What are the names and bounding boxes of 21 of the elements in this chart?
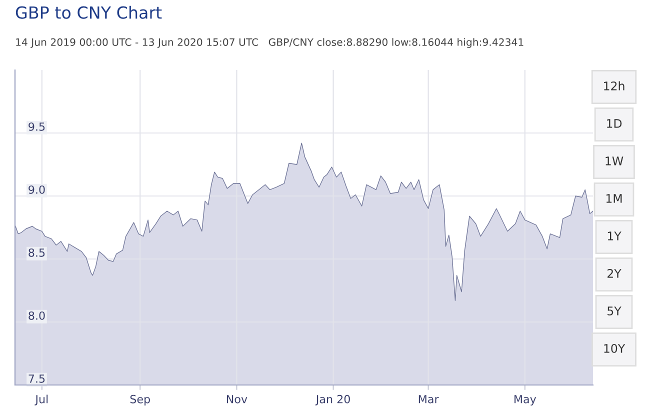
text: 1W	[606, 156, 624, 166]
x-tick-label: Jan 20	[315, 394, 350, 406]
text: 10Y	[604, 344, 626, 353]
text: 1D	[606, 119, 622, 128]
text: 1M	[606, 194, 622, 203]
y-tick-label: 9.0	[28, 185, 45, 194]
y-tick-label: 9.5	[28, 122, 45, 131]
y-tick-label: 8.0	[28, 311, 45, 320]
text: 1Y	[608, 232, 622, 240]
text: 2Y	[608, 268, 622, 278]
y-tick-label: 7.5	[28, 374, 45, 383]
text: 12h	[604, 81, 624, 90]
chart-title: GBP to CNY Chart	[16, 6, 162, 19]
x-tick-label: Sep	[130, 394, 150, 406]
text: 5Y	[608, 306, 622, 316]
x-tick-label: Mar	[418, 395, 439, 404]
y-tick-label: 8.5	[28, 248, 45, 257]
chart-subtitle: 14 Jun 2019 00:00 UTC - 13 Jun 2020 15:07 UTC GBP/CNY close:8.88290 low:8.16044 high:9.42341	[16, 38, 524, 48]
x-tick-label: Nov	[226, 395, 248, 404]
x-tick-label: Jul	[34, 394, 48, 406]
x-tick-label: May	[514, 395, 536, 406]
